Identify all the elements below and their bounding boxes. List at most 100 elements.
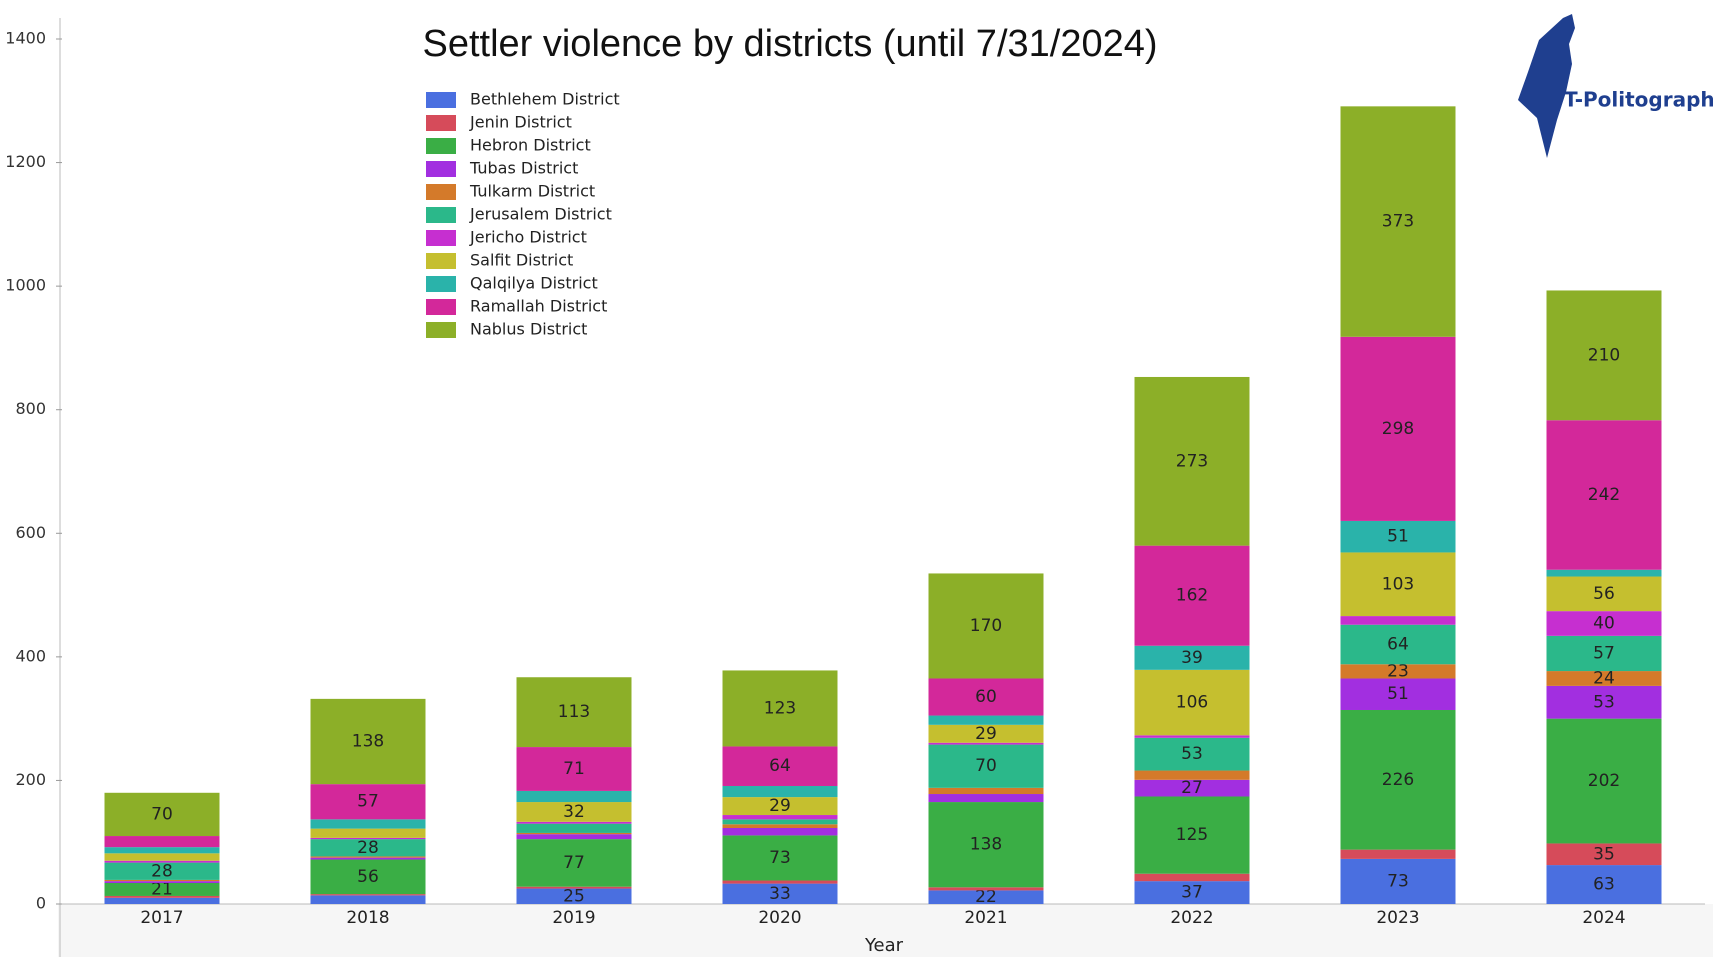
x-axis-label: Year — [864, 935, 904, 956]
data-label: 28 — [151, 861, 173, 881]
bar-segment — [104, 897, 220, 904]
bar-segment — [516, 821, 632, 824]
data-label: 170 — [970, 616, 1002, 636]
bar-segment — [722, 828, 838, 836]
data-label: 29 — [769, 796, 791, 816]
data-label: 70 — [975, 756, 997, 776]
bar-segment — [1340, 106, 1456, 337]
bar-segment — [928, 742, 1044, 745]
x-tick-label: 2018 — [346, 908, 389, 928]
logo: T-Politography — [1518, 14, 1713, 158]
bar-segment — [310, 839, 426, 857]
axis-band — [58, 904, 1713, 957]
chart-title: Settler violence by districts (until 7/3… — [422, 23, 1157, 65]
bar-segment — [104, 860, 220, 863]
bar-segment — [1134, 796, 1250, 874]
bar-segment — [722, 746, 838, 786]
bar-segment — [1134, 735, 1250, 738]
bar-segment — [1546, 671, 1662, 686]
data-label: 21 — [151, 879, 173, 899]
bar-segment — [516, 747, 632, 791]
bar-segment — [104, 836, 220, 848]
data-label: 29 — [975, 724, 997, 744]
x-tick-label: 2021 — [964, 908, 1007, 928]
legend-label: Tubas District — [469, 159, 578, 178]
legend-swatch — [426, 184, 456, 200]
bar-segment — [104, 882, 220, 896]
bar-segment — [1134, 376, 1250, 546]
bar-segment — [722, 819, 838, 825]
legend-swatch — [426, 230, 456, 246]
bar-segment — [928, 678, 1044, 716]
x-tick-label: 2023 — [1376, 908, 1419, 928]
bar-segment — [928, 890, 1044, 904]
data-label: 28 — [357, 838, 379, 858]
bar-segment — [1546, 865, 1662, 904]
data-label: 125 — [1176, 825, 1208, 845]
bar-segment — [1340, 336, 1456, 521]
bar-segment — [1134, 645, 1250, 670]
data-label: 33 — [769, 884, 791, 904]
data-label: 51 — [1387, 684, 1409, 704]
data-label: 226 — [1382, 770, 1414, 790]
bar-segment — [928, 715, 1044, 725]
bar-segment — [1340, 664, 1456, 679]
bar-segment — [1546, 718, 1662, 844]
bar-segment — [1134, 669, 1250, 736]
bar-segment — [1134, 770, 1250, 780]
legend-label: Jenin District — [469, 113, 572, 132]
bar-segment — [1134, 881, 1250, 904]
legend-swatch — [426, 322, 456, 338]
bar-segment — [516, 888, 632, 904]
bar-segment — [928, 787, 1044, 795]
x-tick-label: 2019 — [552, 908, 595, 928]
bar-segment — [928, 887, 1044, 891]
bar-segment — [516, 832, 632, 835]
legend-label: Salfit District — [470, 251, 573, 270]
data-label: 64 — [1387, 635, 1409, 655]
bar-segment — [1546, 611, 1662, 636]
data-label: 138 — [970, 835, 1002, 855]
y-tick-label: 1000 — [5, 276, 46, 295]
data-label: 56 — [357, 867, 379, 887]
bar-segment — [1340, 624, 1456, 665]
bar-segment — [104, 879, 220, 882]
legend-label: Hebron District — [470, 136, 591, 155]
bar-segment — [722, 670, 838, 747]
bar-segment — [722, 883, 838, 904]
data-label: 64 — [769, 756, 791, 776]
data-label: 22 — [975, 887, 997, 907]
bar-segment — [1340, 520, 1456, 553]
bar-segment — [1134, 545, 1250, 646]
bar-segment — [722, 785, 838, 798]
data-label: 73 — [1387, 871, 1409, 891]
data-label: 113 — [558, 702, 590, 722]
x-tick-label: 2024 — [1582, 908, 1625, 928]
data-label: 25 — [563, 886, 585, 906]
data-label: 57 — [357, 792, 379, 812]
data-label: 373 — [1382, 212, 1414, 232]
bar-segment — [516, 839, 632, 887]
bar-segment — [928, 573, 1044, 679]
bar-segment — [104, 792, 220, 837]
y-tick-label: 0 — [36, 894, 46, 913]
legend-swatch — [426, 92, 456, 108]
data-label: 27 — [1181, 778, 1203, 798]
x-tick-label: 2022 — [1170, 908, 1213, 928]
bar-segment — [1546, 635, 1662, 672]
legend-label: Ramallah District — [470, 297, 607, 316]
data-label: 106 — [1176, 693, 1208, 713]
bar-segment — [1340, 709, 1456, 850]
bar-segment — [310, 859, 426, 895]
bar-segment — [310, 698, 426, 785]
data-label: 242 — [1588, 485, 1620, 505]
bar-segment — [310, 856, 426, 858]
bar-segment — [310, 895, 426, 904]
data-label: 162 — [1176, 586, 1208, 606]
bar-segment — [1546, 576, 1662, 612]
bar-segment — [1340, 552, 1456, 617]
y-tick-label: 200 — [15, 770, 46, 789]
bar-segment — [1546, 569, 1662, 577]
data-label: 39 — [1181, 648, 1203, 668]
